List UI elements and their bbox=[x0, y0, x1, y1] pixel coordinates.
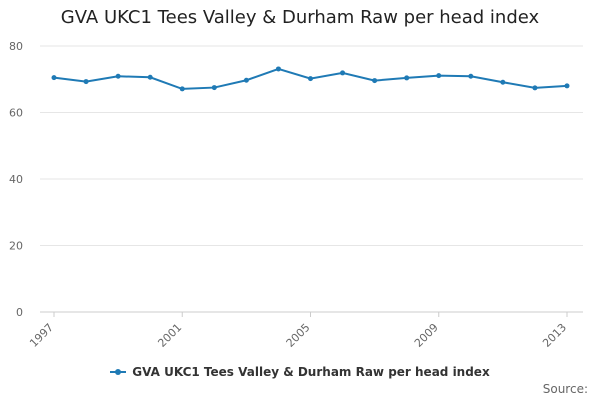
y-tick-label: 0 bbox=[16, 306, 23, 319]
data-point[interactable] bbox=[243, 77, 249, 83]
data-point[interactable] bbox=[83, 79, 89, 85]
y-axis-ticks: 0 20 40 60 80 bbox=[9, 40, 23, 319]
data-point[interactable] bbox=[468, 73, 474, 79]
legend[interactable]: GVA UKC1 Tees Valley & Durham Raw per he… bbox=[0, 365, 600, 379]
y-tick-label: 40 bbox=[9, 173, 23, 186]
y-tick-label: 60 bbox=[9, 107, 23, 120]
x-tick-label: 1997 bbox=[27, 321, 56, 350]
series-layer bbox=[51, 66, 570, 92]
data-point[interactable] bbox=[308, 76, 313, 82]
data-point[interactable] bbox=[115, 73, 121, 79]
data-point[interactable] bbox=[500, 79, 506, 85]
data-point[interactable] bbox=[372, 78, 378, 84]
x-tick-label: 2005 bbox=[284, 321, 313, 350]
data-point[interactable] bbox=[564, 83, 570, 89]
y-tick-label: 80 bbox=[9, 40, 23, 53]
x-tick-label: 2013 bbox=[540, 321, 569, 350]
x-tick-label: 2001 bbox=[155, 321, 184, 350]
data-point[interactable] bbox=[51, 75, 57, 81]
x-tick-label: 2009 bbox=[412, 321, 441, 350]
legend-label: GVA UKC1 Tees Valley & Durham Raw per he… bbox=[132, 365, 490, 379]
data-point[interactable] bbox=[436, 73, 442, 79]
y-tick-label: 20 bbox=[9, 240, 23, 253]
chart-title: GVA UKC1 Tees Valley & Durham Raw per he… bbox=[60, 7, 540, 28]
y-gridlines bbox=[40, 45, 583, 313]
data-point[interactable] bbox=[404, 75, 410, 81]
data-point[interactable] bbox=[179, 86, 185, 92]
source-label: Source: bbox=[542, 382, 588, 396]
legend-swatch bbox=[110, 369, 127, 375]
data-point[interactable] bbox=[147, 74, 153, 80]
data-point[interactable] bbox=[275, 66, 281, 72]
data-point[interactable] bbox=[532, 85, 538, 91]
data-point[interactable] bbox=[340, 70, 346, 76]
x-axis-ticks: 1997 2001 2005 2009 2013 bbox=[27, 312, 569, 350]
data-point[interactable] bbox=[211, 85, 217, 91]
